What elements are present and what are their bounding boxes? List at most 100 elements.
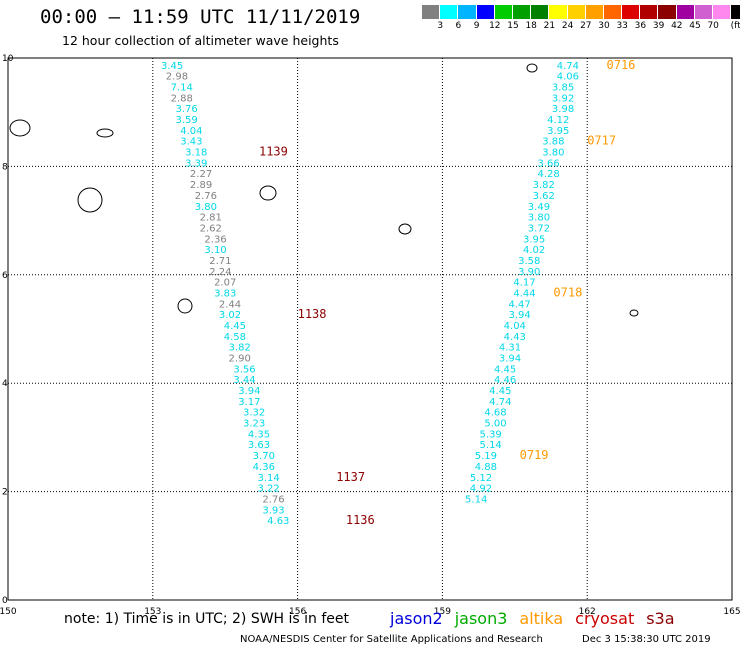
wave-height-value: 4.88 xyxy=(475,462,497,473)
pass-time-label: 0718 xyxy=(553,285,582,299)
wave-height-value: 4.12 xyxy=(547,115,569,126)
mission-legend: jason2 jason3 altika cryosat s3a xyxy=(390,609,687,628)
color-swatch xyxy=(422,5,441,19)
color-swatch xyxy=(440,5,459,19)
wave-height-value: 5.12 xyxy=(470,473,492,484)
wave-height-value: 5.00 xyxy=(484,419,506,430)
color-scale-tick: 30 xyxy=(598,21,610,31)
wave-height-value: 2.76 xyxy=(262,494,284,505)
color-scale-tick: 33 xyxy=(616,21,628,31)
wave-height-value: 3.80 xyxy=(542,148,564,159)
wave-height-value: 4.17 xyxy=(513,278,535,289)
wave-height-value: 3.94 xyxy=(238,386,260,397)
wave-height-value: 3.95 xyxy=(547,126,569,137)
mission-label-altika: altika xyxy=(519,609,564,628)
wave-height-value: 3.02 xyxy=(219,310,241,321)
wave-height-value: 3.93 xyxy=(262,505,284,516)
wave-height-value: 3.82 xyxy=(229,343,251,354)
map-title: 00:00 – 11:59 UTC 11/11/2019 xyxy=(40,6,361,28)
wave-height-value: 3.90 xyxy=(518,267,540,278)
island-outline xyxy=(259,185,277,201)
island-outline xyxy=(398,223,412,235)
wave-height-value: 2.88 xyxy=(171,93,193,104)
timestamp-text: Dec 3 15:38:30 UTC 2019 xyxy=(582,634,711,645)
map-subtitle: 12 hour collection of altimeter wave hei… xyxy=(62,33,339,48)
wave-height-value: 4.74 xyxy=(489,397,511,408)
wave-height-value: 2.89 xyxy=(190,180,212,191)
color-scale-bar xyxy=(422,5,740,19)
wave-height-value: 4.04 xyxy=(180,126,202,137)
color-scale-tick: 12 xyxy=(489,21,501,31)
pass-time-label: 0716 xyxy=(607,58,636,72)
wave-height-value: 4.06 xyxy=(557,72,579,83)
wave-height-value: 2.76 xyxy=(195,191,217,202)
wave-height-value: 4.92 xyxy=(470,484,492,495)
wave-height-value: 4.36 xyxy=(253,462,275,473)
island-outline xyxy=(77,187,103,213)
mission-label-s3a: s3a xyxy=(646,609,675,628)
credit-text: NOAA/NESDIS Center for Satellite Applica… xyxy=(240,634,543,645)
wave-height-value: 4.31 xyxy=(499,343,521,354)
wave-height-value: 4.45 xyxy=(224,321,246,332)
color-swatch xyxy=(567,5,586,19)
color-swatch xyxy=(494,5,513,19)
x-tick-label: 150 xyxy=(0,607,17,617)
x-tick-label: 153 xyxy=(144,607,161,617)
wave-height-value: 3.39 xyxy=(185,158,207,169)
pass-time-label: 1137 xyxy=(336,470,365,484)
x-tick-label: 162 xyxy=(579,607,596,617)
wave-height-value: 3.58 xyxy=(518,256,540,267)
wave-height-value: 3.56 xyxy=(233,364,255,375)
wave-height-value: 4.68 xyxy=(484,408,506,419)
color-swatch xyxy=(713,5,732,19)
wave-height-value: 4.47 xyxy=(508,299,530,310)
color-scale-tick: 24 xyxy=(561,21,574,31)
wave-height-value: 3.95 xyxy=(523,234,545,245)
color-scale-tick: 36 xyxy=(634,21,647,31)
pass-time-label: 1136 xyxy=(346,513,375,527)
y-tick-label: 10 xyxy=(2,54,14,64)
color-swatch xyxy=(622,5,641,19)
color-swatch xyxy=(549,5,568,19)
wave-height-value: 3.80 xyxy=(195,202,217,213)
wave-height-value: 4.04 xyxy=(504,321,526,332)
wave-height-value: 4.63 xyxy=(267,516,289,527)
color-scale-tick: (ft) xyxy=(730,21,740,31)
color-swatch xyxy=(585,5,604,19)
island-outline xyxy=(177,298,193,314)
wave-height-value: 3.66 xyxy=(537,158,559,169)
x-tick-label: 165 xyxy=(723,607,740,617)
wave-height-value: 3.43 xyxy=(180,137,202,148)
color-scale-tick: 70 xyxy=(707,21,719,31)
pass-time-label: 1139 xyxy=(259,145,288,159)
wave-height-value: 3.80 xyxy=(528,213,550,224)
color-swatch xyxy=(476,5,495,19)
wave-height-value: 2.07 xyxy=(214,278,236,289)
wave-height-value: 5.39 xyxy=(480,429,502,440)
wave-height-value: 4.58 xyxy=(224,332,246,343)
y-tick-label: 8 xyxy=(2,162,8,172)
x-tick-label: 156 xyxy=(289,607,306,617)
color-swatch xyxy=(658,5,677,19)
wave-height-value: 3.18 xyxy=(185,148,207,159)
color-swatch xyxy=(603,5,623,19)
color-scale-tick: 6 xyxy=(455,21,462,31)
color-scale-tick: 18 xyxy=(525,21,537,31)
y-tick-label: 2 xyxy=(2,488,8,498)
wave-height-value: 4.46 xyxy=(494,375,516,386)
wave-height-value: 4.28 xyxy=(537,169,559,180)
wave-height-value: 3.85 xyxy=(552,83,574,94)
wave-height-value: 3.83 xyxy=(214,288,236,299)
wave-height-value: 3.14 xyxy=(258,473,280,484)
x-tick-label: 159 xyxy=(434,607,451,617)
wave-height-value: 2.98 xyxy=(166,72,188,83)
color-scale-tick: 15 xyxy=(507,21,519,31)
wave-height-value: 3.44 xyxy=(233,375,255,386)
wave-height-value: 5.19 xyxy=(475,451,497,462)
wave-height-value: 7.14 xyxy=(171,83,193,94)
wave-height-value: 3.23 xyxy=(243,419,265,430)
wave-height-value: 2.71 xyxy=(209,256,231,267)
wave-height-value: 3.94 xyxy=(499,354,521,365)
